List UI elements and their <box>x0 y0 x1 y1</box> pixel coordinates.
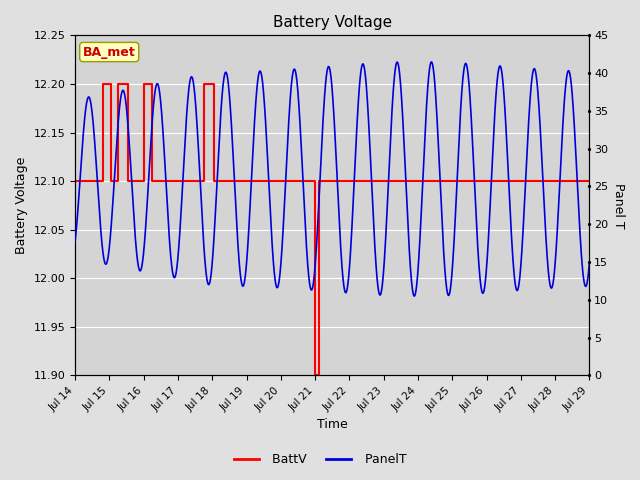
Text: BA_met: BA_met <box>83 46 136 59</box>
Title: Battery Voltage: Battery Voltage <box>273 15 392 30</box>
Legend:  BattV,  PanelT: BattV, PanelT <box>228 448 412 471</box>
Y-axis label: Panel T: Panel T <box>612 182 625 228</box>
X-axis label: Time: Time <box>317 419 348 432</box>
Y-axis label: Battery Voltage: Battery Voltage <box>15 156 28 254</box>
